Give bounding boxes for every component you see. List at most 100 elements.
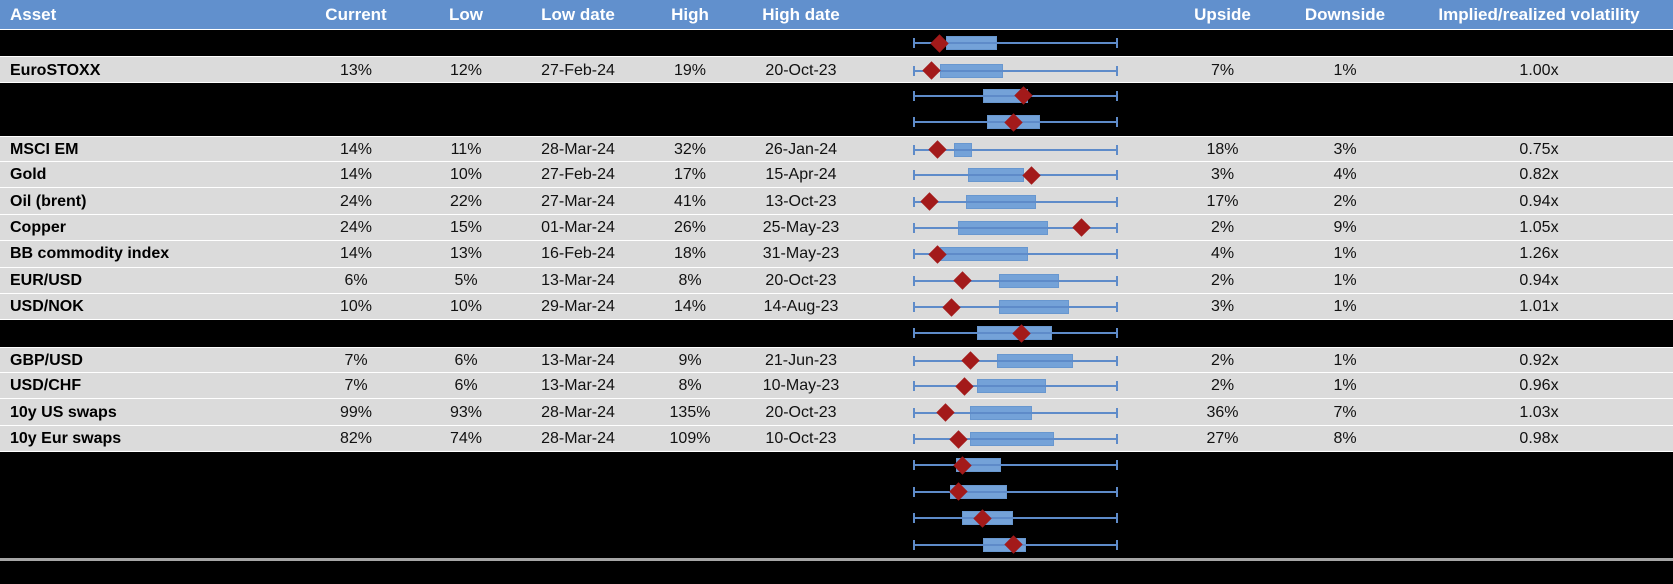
cell-asset: USD/NOK <box>10 298 84 316</box>
cell-implied-realized: 0.94x <box>1519 271 1559 289</box>
whisker-cap-left <box>913 407 915 418</box>
cell-current: 14% <box>339 140 373 158</box>
whisker-line <box>913 174 1118 177</box>
cell-boxplot <box>858 294 1160 320</box>
cell-boxplot <box>858 399 1160 425</box>
column-header-high-date: High date <box>762 4 840 24</box>
cell-downside: 7% <box>1333 403 1357 421</box>
whisker-line <box>913 411 1118 414</box>
cell-high: 17% <box>673 166 707 184</box>
cell-asset: EuroSTOXX <box>10 61 101 79</box>
whisker-line <box>913 517 1118 520</box>
cell-high-date: 20-Oct-23 <box>765 271 837 289</box>
cell-low-date: 28-Mar-24 <box>541 430 615 448</box>
column-header-asset: Asset <box>10 4 57 24</box>
boxplot <box>913 57 1118 83</box>
whisker-cap-right <box>1116 38 1118 49</box>
whisker-cap-left <box>913 38 915 49</box>
whisker-line <box>913 226 1118 229</box>
cell-high: 26% <box>673 218 707 236</box>
cell-high-date: 31-May-23 <box>762 245 840 263</box>
whisker-cap-right <box>1116 407 1118 418</box>
cell-boxplot <box>858 348 1160 374</box>
whisker-cap-right <box>1116 434 1118 445</box>
cell-low: 6% <box>454 351 478 369</box>
cell-implied-realized: 1.00x <box>1519 61 1559 79</box>
cell-upside: 18% <box>1206 140 1239 158</box>
whisker-cap-left <box>913 513 915 524</box>
cell-upside: 4% <box>1210 245 1235 263</box>
whisker-cap-left <box>913 117 915 128</box>
hidden-row <box>0 320 1673 347</box>
current-marker-diamond <box>922 61 941 80</box>
boxplot <box>913 320 1118 346</box>
table-body: EuroSTOXX 13% 12% 27-Feb-24 19% 20-Oct-23 7% 1%… <box>0 30 1673 558</box>
cell-boxplot <box>858 268 1160 294</box>
current-marker-diamond <box>955 377 974 396</box>
whisker-line <box>913 69 1118 72</box>
cell-upside: 27% <box>1206 430 1239 448</box>
cell-current: 14% <box>339 166 373 184</box>
boxplot <box>913 268 1118 294</box>
table-bottom-border <box>0 557 1673 561</box>
cell-high: 19% <box>673 61 707 79</box>
column-header-low: Low <box>449 4 483 24</box>
whisker-cap-right <box>1116 381 1118 392</box>
cell-boxplot <box>858 109 1160 135</box>
cell-asset: MSCI EM <box>10 140 79 158</box>
cell-downside: 1% <box>1333 298 1357 316</box>
whisker-cap-left <box>913 65 915 76</box>
cell-boxplot <box>858 83 1160 109</box>
cell-current: 10% <box>339 298 373 316</box>
cell-high-date: 25-May-23 <box>762 218 840 236</box>
cell-downside: 4% <box>1333 166 1357 184</box>
cell-current: 24% <box>339 192 373 210</box>
cell-high: 135% <box>669 403 711 421</box>
cell-implied-realized: 0.96x <box>1519 377 1559 395</box>
whisker-cap-left <box>913 222 915 233</box>
cell-downside: 1% <box>1333 271 1357 289</box>
cell-asset: EUR/USD <box>10 271 83 289</box>
current-marker-diamond <box>961 351 980 371</box>
cell-low: 5% <box>454 271 478 289</box>
whisker-cap-right <box>1116 328 1118 339</box>
cell-downside: 3% <box>1333 140 1357 158</box>
table-row: USD/NOK 10% 10% 29-Mar-24 14% 14-Aug-23 3% 1% 1.… <box>0 293 1673 321</box>
cell-downside: 1% <box>1333 351 1357 369</box>
cell-downside: 1% <box>1333 377 1357 395</box>
current-marker-diamond <box>948 429 968 449</box>
hidden-row <box>0 30 1673 57</box>
whisker-cap-right <box>1116 460 1118 471</box>
whisker-cap-left <box>913 170 915 181</box>
cell-current: 14% <box>339 245 373 263</box>
whisker-cap-left <box>913 249 915 260</box>
whisker-cap-right <box>1116 513 1118 524</box>
cell-boxplot <box>858 531 1160 557</box>
cell-low-date: 13-Mar-24 <box>541 351 615 369</box>
boxplot <box>913 426 1118 452</box>
cell-low: 6% <box>454 377 478 395</box>
cell-asset: 10y Eur swaps <box>10 430 122 448</box>
cell-boxplot <box>858 215 1160 241</box>
whisker-cap-right <box>1116 144 1118 155</box>
hidden-row <box>0 452 1673 479</box>
whisker-cap-right <box>1116 539 1118 550</box>
cell-high-date: 13-Oct-23 <box>765 192 837 210</box>
cell-high: 8% <box>678 271 702 289</box>
cell-upside: 2% <box>1210 218 1235 236</box>
cell-asset: Oil (brent) <box>10 192 87 210</box>
hidden-row <box>0 478 1673 506</box>
cell-asset: 10y US swaps <box>10 403 117 421</box>
cell-asset: Copper <box>10 218 66 236</box>
cell-upside: 3% <box>1210 166 1235 184</box>
cell-low-date: 27-Mar-24 <box>541 192 615 210</box>
boxplot <box>913 348 1118 374</box>
boxplot <box>913 241 1118 267</box>
table-row: Gold 14% 10% 27-Feb-24 17% 15-Apr-24 3% 4% 0.82x <box>0 161 1673 189</box>
cell-high: 32% <box>673 140 707 158</box>
hidden-row <box>0 531 1673 558</box>
whisker-cap-right <box>1116 222 1118 233</box>
hidden-row <box>0 82 1673 110</box>
cell-downside: 2% <box>1333 192 1357 210</box>
whisker-cap-right <box>1116 302 1118 313</box>
